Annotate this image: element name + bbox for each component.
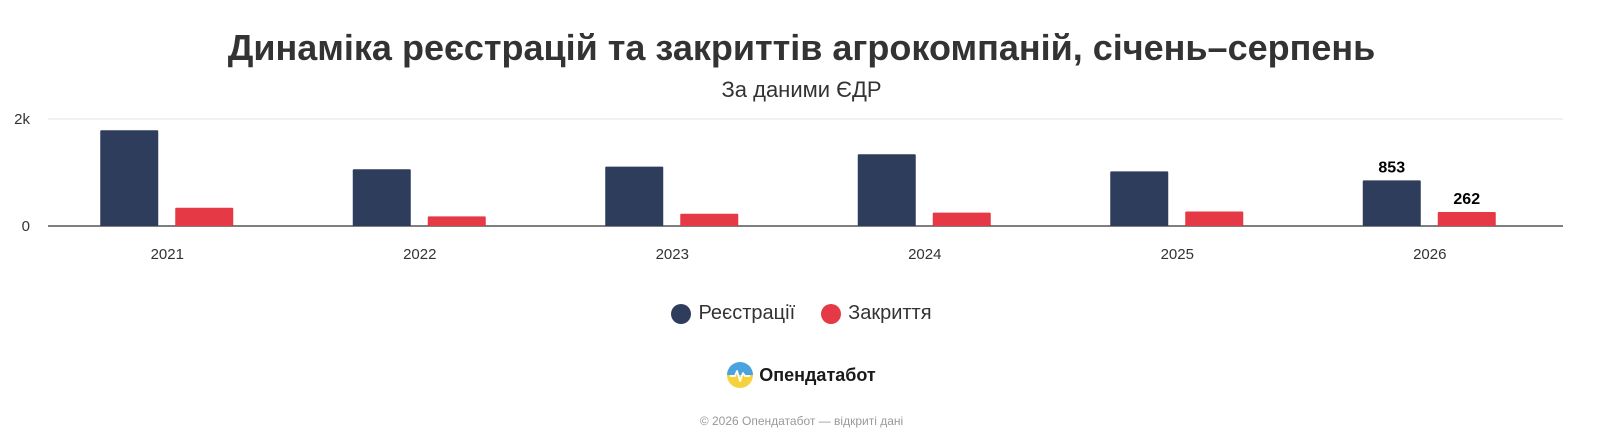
bar-registrations — [857, 154, 916, 226]
bar-closures — [175, 207, 234, 226]
opendatabot-logo-icon — [727, 362, 754, 388]
legend-swatch-registrations — [671, 303, 692, 324]
bar-registrations — [605, 166, 664, 226]
data-label: 262 — [1453, 191, 1480, 208]
x-tick-label: 2021 — [151, 246, 184, 263]
credits: © 2026 Опендатабот — відкриті дані — [699, 414, 904, 428]
bar-closures — [1437, 211, 1496, 226]
legend-item-closures[interactable]: Закриття — [821, 302, 932, 325]
x-tick-label: 2025 — [1161, 246, 1194, 263]
bar-registrations — [352, 169, 411, 226]
legend-item-registrations[interactable]: Реєстрації — [671, 302, 795, 325]
brand-name: Опендатабот — [759, 364, 876, 385]
legend-swatch-closures — [821, 303, 842, 324]
bar-registrations — [100, 130, 159, 226]
y-tick-label: 0 — [22, 218, 30, 235]
y-tick-label: 2k — [14, 111, 30, 128]
brand-logo[interactable]: Опендатабот — [0, 362, 1603, 388]
chart-title: Динаміка реєстрацій та закриттів агроком… — [227, 27, 1376, 68]
bar-registrations — [1110, 171, 1169, 226]
x-tick-label: 2026 — [1413, 246, 1446, 263]
bar-closures — [1185, 211, 1244, 226]
bar-closures — [932, 212, 991, 226]
legend: Реєстрації Закриття — [0, 302, 1603, 325]
bar-closures — [427, 216, 486, 226]
legend-label-closures: Закриття — [848, 302, 932, 324]
data-label: 853 — [1378, 159, 1405, 176]
chart-subtitle: За даними ЄДР — [721, 77, 882, 102]
x-tick-label: 2022 — [403, 246, 436, 263]
bar-closures — [680, 213, 739, 226]
x-tick-label: 2024 — [908, 246, 941, 263]
legend-label-registrations: Реєстрації — [698, 302, 796, 324]
x-tick-label: 2023 — [656, 246, 689, 263]
bar-registrations — [1362, 180, 1421, 226]
